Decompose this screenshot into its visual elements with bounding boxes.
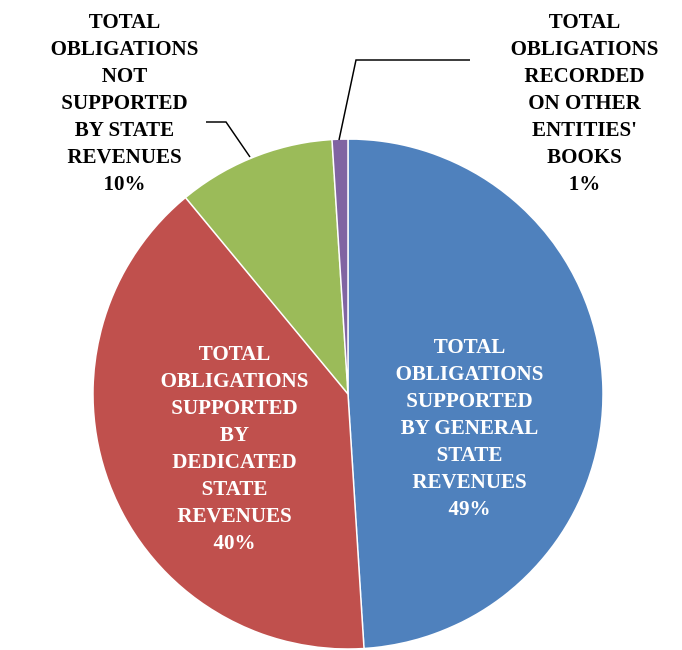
pie-slice (331, 138, 349, 395)
label-box: TOTAL OBLIGATIONS RECORDED ON OTHER ENTI… (507, 8, 662, 268)
pie-slice (92, 196, 365, 650)
slice-label: TOTAL OBLIGATIONS RECORDED ON OTHER ENTI… (507, 8, 662, 268)
category-label: TOTAL OBLIGATIONS SUPPORTED BY GENERAL S… (395, 334, 544, 493)
value-label: 10% (103, 171, 146, 195)
pie (92, 138, 604, 650)
value-label: 40% (213, 530, 256, 554)
slice-label: TOTAL OBLIGATIONS SUPPORTED BY GENERAL S… (392, 333, 547, 593)
slice-label: TOTAL OBLIGATIONS SUPPORTED BY DEDICATED… (157, 340, 312, 600)
leader-line (338, 59, 470, 141)
pie-slice (347, 138, 604, 650)
category-label: TOTAL OBLIGATIONS RECORDED ON OTHER ENTI… (510, 9, 659, 168)
label-box: TOTAL OBLIGATIONS NOT SUPPORTED BY STATE… (47, 8, 202, 268)
label-box: TOTAL OBLIGATIONS SUPPORTED BY DEDICATED… (157, 340, 312, 600)
category-label: TOTAL OBLIGATIONS SUPPORTED BY DEDICATED… (160, 341, 309, 527)
labels: TOTAL OBLIGATIONS SUPPORTED BY GENERAL S… (47, 8, 662, 600)
slice-label: TOTAL OBLIGATIONS NOT SUPPORTED BY STATE… (47, 8, 202, 268)
label-box: TOTAL OBLIGATIONS SUPPORTED BY GENERAL S… (392, 333, 547, 593)
value-label: 49% (448, 496, 491, 520)
leader-line (206, 121, 251, 158)
category-label: TOTAL OBLIGATIONS NOT SUPPORTED BY STATE… (50, 9, 199, 168)
value-label: 1% (568, 171, 601, 195)
pie-slice (184, 138, 349, 397)
